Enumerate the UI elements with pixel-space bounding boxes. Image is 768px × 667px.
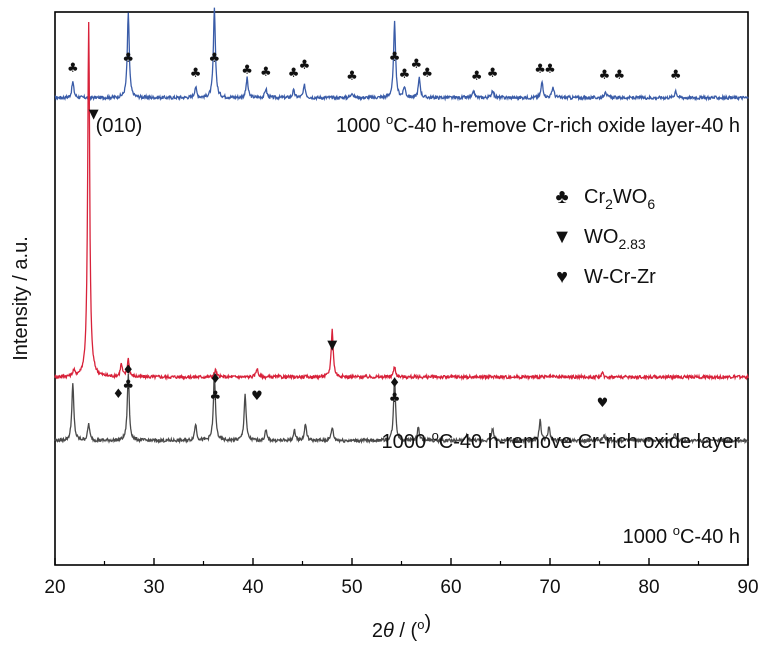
y-axis: Intensity / a.u. (10, 236, 32, 361)
curve-label-part: C-40 h-remove Cr-rich oxide layer-40 h (393, 115, 740, 137)
curve-label-part: 1000 (382, 431, 432, 453)
series-line-0 (54, 7, 749, 102)
x-tick-label: 50 (341, 577, 362, 598)
diamond-marker: ♦ (113, 387, 125, 402)
heart-marker: ♥ (597, 396, 609, 411)
curve-label-1: 1000 oC-40 h-remove Cr-rich oxide layer (382, 428, 741, 453)
legend-label-2: W-Cr-Zr (584, 266, 656, 288)
series-line-2 (54, 373, 749, 445)
legend-label-part: WO (584, 226, 618, 248)
club-marker: ♣ (411, 57, 423, 72)
triangle-marker: ▼ (89, 107, 99, 122)
club-marker: ♣ (421, 66, 433, 81)
curve-label-2: 1000 oC-40 h (623, 523, 740, 548)
legend-label-part: WO (613, 186, 647, 208)
club-marker: ♣ (544, 62, 556, 77)
club-marker: ♣ (210, 389, 222, 404)
club-marker: ♣ (534, 62, 546, 77)
heart-marker: ♥ (251, 389, 263, 404)
curve-label-part: 1000 (623, 526, 673, 548)
club-marker: ♣ (241, 63, 253, 78)
club-marker: ♣ (471, 69, 483, 84)
curve-label-part: C-40 h-remove Cr-rich oxide layer (439, 431, 741, 453)
x-tick-label: 90 (737, 577, 758, 598)
diamond-marker: ♦ (389, 376, 401, 391)
x-axis-title-part: o (417, 617, 424, 632)
x-axis: 20 30 40 50 60 70 80 90 2θ / (o) (44, 558, 759, 642)
legend-symbol: ♥ (556, 266, 568, 288)
club-marker: ♣ (67, 61, 79, 76)
x-tick-label: 30 (143, 577, 164, 598)
legend: ♣ Cr2WO6▼ WO2.83♥ W-Cr-Zr (552, 186, 656, 288)
x-axis-title-part: 2 (372, 620, 383, 642)
y-axis-title: Intensity / a.u. (10, 236, 32, 361)
peak-markers: ♣♣♣♣♣ ♣ ♣♣♣♣♣♣♣ ♣ ♣ ♣♣ ♣ ♣ ♣▼▼♥ ♥♦♦♦ ♦♣♣ ♣(010) (67, 50, 682, 411)
club-marker: ♣ (288, 66, 300, 81)
x-tick-label: 60 (440, 577, 461, 598)
legend-label-part: 2 (605, 196, 613, 212)
club-marker: ♣ (487, 66, 499, 81)
triangle-marker: ▼ (327, 338, 337, 353)
x-axis-title: 2θ / (o) (372, 612, 431, 642)
diamond-marker: ♦ (210, 372, 222, 387)
plot-area (54, 11, 749, 566)
peak-annotation: (010) (96, 115, 143, 137)
club-marker: ♣ (122, 51, 134, 66)
curve-labels: 1000 oC-40 h-remove Cr-rich oxide layer-… (336, 112, 740, 548)
series-line-1 (54, 21, 749, 382)
x-tick-label: 40 (242, 577, 263, 598)
club-marker: ♣ (190, 66, 202, 81)
club-marker: ♣ (613, 68, 625, 83)
legend-symbol: ♣ (555, 186, 568, 208)
x-tick-label: 80 (638, 577, 659, 598)
x-axis-title-part: θ (383, 620, 394, 642)
club-marker: ♣ (209, 51, 221, 66)
curve-label-part: o (673, 523, 680, 538)
curve-label-part: 1000 (336, 115, 386, 137)
curve-label-0: 1000 oC-40 h-remove Cr-rich oxide layer-… (336, 112, 740, 137)
legend-label-0: Cr2WO6 (584, 186, 655, 212)
club-marker: ♣ (399, 67, 411, 82)
legend-symbol: ▼ (552, 226, 572, 248)
curve-label-part: o (432, 428, 439, 443)
club-marker: ♣ (122, 378, 134, 393)
club-marker: ♣ (389, 391, 401, 406)
club-marker: ♣ (346, 69, 358, 84)
legend-label-part: 6 (647, 196, 655, 212)
curve-label-part: o (386, 112, 393, 127)
plot-frame (54, 11, 749, 566)
curve-label-part: C-40 h (680, 526, 740, 548)
legend-label-part: 2.83 (618, 236, 645, 252)
x-axis-title-part: / ( (394, 620, 418, 642)
diamond-marker: ♦ (122, 363, 134, 378)
legend-label-1: WO2.83 (584, 226, 646, 252)
x-axis-title-part: ) (424, 612, 431, 634)
club-marker: ♣ (260, 65, 272, 80)
series-layer (54, 7, 749, 445)
club-marker: ♣ (670, 68, 682, 83)
club-marker: ♣ (299, 58, 311, 73)
club-marker: ♣ (389, 50, 401, 65)
x-tick-label: 20 (44, 577, 65, 598)
x-tick-label: 70 (539, 577, 560, 598)
legend-label-part: W-Cr-Zr (584, 266, 656, 288)
club-marker: ♣ (599, 68, 611, 83)
legend-label-part: Cr (584, 186, 605, 208)
